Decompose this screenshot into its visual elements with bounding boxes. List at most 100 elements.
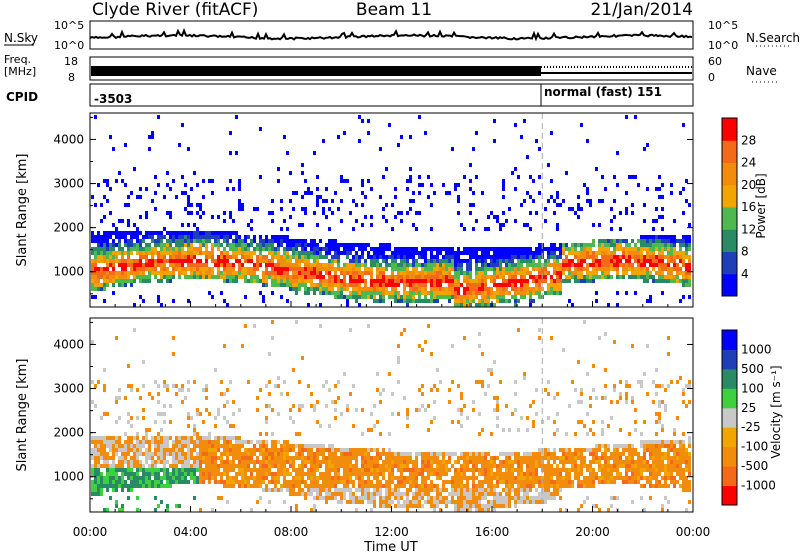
heatmap-cell bbox=[250, 239, 253, 243]
heatmap-cell bbox=[337, 480, 340, 484]
heatmap-cell bbox=[508, 251, 511, 255]
heatmap-cell bbox=[196, 235, 199, 239]
heatmap-cell bbox=[124, 480, 127, 484]
heatmap-cell bbox=[112, 283, 115, 287]
heatmap-cell bbox=[112, 468, 115, 472]
heatmap-cell bbox=[235, 279, 238, 283]
heatmap-cell bbox=[469, 456, 472, 460]
heatmap-cell bbox=[346, 452, 349, 456]
heatmap-cell bbox=[682, 295, 685, 299]
heatmap-cell bbox=[103, 275, 106, 279]
heatmap-cell bbox=[478, 496, 481, 500]
heatmap-cell bbox=[178, 235, 181, 239]
heatmap-cell bbox=[409, 251, 412, 255]
heatmap-cell bbox=[418, 496, 421, 500]
heatmap-cell bbox=[637, 263, 640, 267]
heatmap-cell bbox=[235, 444, 238, 448]
heatmap-cell bbox=[382, 251, 385, 255]
heatmap-cell bbox=[214, 452, 217, 456]
heatmap-cell bbox=[547, 263, 550, 267]
heatmap-cell bbox=[304, 275, 307, 279]
heatmap-cell bbox=[100, 275, 103, 279]
noise-right-tick-bottom: 10^0 bbox=[708, 39, 738, 52]
heatmap-cell bbox=[601, 259, 604, 263]
heatmap-cell bbox=[160, 436, 163, 440]
heatmap-cell bbox=[316, 400, 319, 404]
heatmap-cell bbox=[94, 271, 97, 275]
heatmap-cell bbox=[451, 492, 454, 496]
heatmap-cell bbox=[472, 456, 475, 460]
heatmap-cell bbox=[424, 263, 427, 267]
heatmap-cell bbox=[154, 243, 157, 247]
heatmap-cell bbox=[109, 275, 112, 279]
heatmap-cell bbox=[631, 267, 634, 271]
heatmap-cell bbox=[514, 496, 517, 500]
heatmap-cell bbox=[97, 476, 100, 480]
heatmap-cell bbox=[532, 484, 535, 488]
heatmap-cell bbox=[160, 271, 163, 275]
heatmap-cell bbox=[274, 251, 277, 255]
heatmap-cell bbox=[376, 448, 379, 452]
heatmap-cell bbox=[496, 476, 499, 480]
heatmap-cell bbox=[433, 267, 436, 271]
heatmap-cell bbox=[577, 207, 580, 211]
heatmap-cell bbox=[556, 492, 559, 496]
heatmap-cell bbox=[415, 480, 418, 484]
heatmap-cell bbox=[94, 255, 97, 259]
heatmap-cell bbox=[262, 452, 265, 456]
heatmap-cell bbox=[292, 476, 295, 480]
heatmap-cell bbox=[511, 263, 514, 267]
heatmap-cell bbox=[277, 243, 280, 247]
heatmap-cell bbox=[133, 271, 136, 275]
heatmap-cell bbox=[202, 195, 205, 199]
heatmap-cell bbox=[373, 456, 376, 460]
heatmap-cell bbox=[226, 448, 229, 452]
heatmap-cell bbox=[370, 287, 373, 291]
heatmap-cell bbox=[322, 472, 325, 476]
heatmap-cell bbox=[403, 271, 406, 275]
heatmap-cell bbox=[670, 271, 673, 275]
heatmap-cell bbox=[424, 452, 427, 456]
heatmap-cell bbox=[661, 263, 664, 267]
heatmap-cell bbox=[355, 295, 358, 299]
heatmap-cell bbox=[394, 460, 397, 464]
heatmap-cell bbox=[511, 283, 514, 287]
heatmap-cell bbox=[418, 472, 421, 476]
heatmap-cell bbox=[682, 255, 685, 259]
heatmap-cell bbox=[211, 460, 214, 464]
heatmap-cell bbox=[475, 468, 478, 472]
heatmap-cell bbox=[538, 456, 541, 460]
heatmap-cell bbox=[301, 476, 304, 480]
heatmap-cell bbox=[217, 496, 220, 500]
heatmap-cell bbox=[367, 452, 370, 456]
heatmap-cell bbox=[118, 283, 121, 287]
heatmap-cell bbox=[274, 283, 277, 287]
heatmap-cell bbox=[250, 243, 253, 247]
heatmap-cell bbox=[364, 195, 367, 199]
heatmap-cell bbox=[427, 259, 430, 263]
heatmap-cell bbox=[643, 255, 646, 259]
heatmap-cell bbox=[244, 275, 247, 279]
heatmap-cell bbox=[439, 496, 442, 500]
heatmap-cell bbox=[139, 452, 142, 456]
heatmap-cell bbox=[514, 468, 517, 472]
heatmap-cell bbox=[595, 263, 598, 267]
heatmap-cell bbox=[448, 279, 451, 283]
heatmap-cell bbox=[478, 452, 481, 456]
heatmap-cell bbox=[115, 396, 118, 400]
heatmap-cell bbox=[337, 476, 340, 480]
heatmap-cell bbox=[619, 259, 622, 263]
heatmap-cell bbox=[346, 299, 349, 303]
heatmap-cell bbox=[169, 259, 172, 263]
heatmap-cell bbox=[247, 251, 250, 255]
heatmap-cell bbox=[136, 508, 139, 512]
heatmap-cell bbox=[562, 460, 565, 464]
heatmap-cell bbox=[274, 384, 277, 388]
heatmap-cell bbox=[526, 476, 529, 480]
heatmap-cell bbox=[271, 259, 274, 263]
heatmap-cell bbox=[574, 452, 577, 456]
heatmap-cell bbox=[322, 247, 325, 251]
heatmap-cell bbox=[361, 179, 364, 183]
heatmap-cell bbox=[547, 163, 550, 167]
heatmap-cell bbox=[289, 287, 292, 291]
